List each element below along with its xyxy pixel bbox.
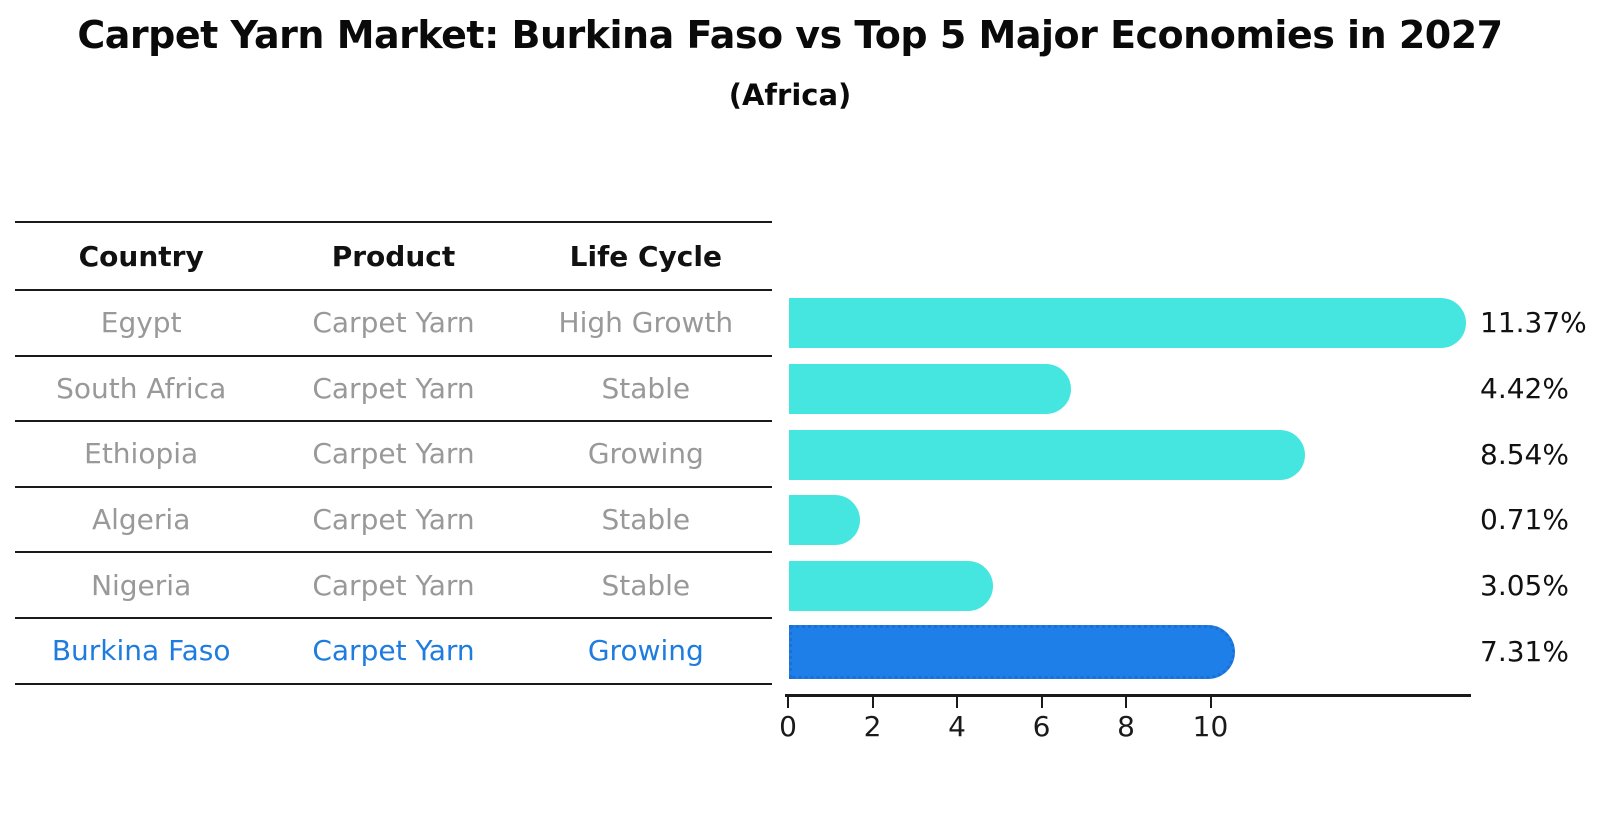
cell-product: Carpet Yarn: [312, 306, 475, 340]
chart-subtitle: (Africa): [728, 78, 852, 112]
bar-ethiopia: [789, 429, 1306, 480]
bar-egypt: [789, 297, 1467, 348]
country-table: Country Product Life Cycle Egypt Carpet Yar…: [15, 221, 772, 685]
x-tick-mark-4: [956, 696, 959, 708]
value-label-nigeria: 3.05%: [1480, 569, 1569, 603]
cell-life-cycle: Growing: [587, 437, 704, 471]
cell-country: Egypt: [100, 306, 182, 340]
column-header-country: Country: [78, 239, 204, 273]
x-tick-label-0: 0: [779, 710, 797, 743]
cell-country: Burkina Faso: [51, 634, 231, 668]
value-label-south-africa: 4.42%: [1480, 371, 1569, 405]
bar-algeria: [789, 495, 860, 546]
cell-product: Carpet Yarn: [312, 503, 475, 537]
value-label-ethiopia: 8.54%: [1480, 437, 1569, 471]
x-tick-label-6: 6: [1032, 710, 1051, 743]
x-tick-label-2: 2: [863, 710, 882, 743]
cell-life-cycle: High Growth: [558, 306, 734, 340]
bar-nigeria: [789, 561, 993, 612]
table-row-ethiopia: Ethiopia Carpet Yarn Growing: [15, 422, 772, 488]
column-header-life-cycle: Life Cycle: [569, 239, 722, 273]
cell-life-cycle: Stable: [601, 503, 691, 537]
cell-country: Ethiopia: [84, 437, 199, 471]
value-label-algeria: 0.71%: [1480, 503, 1569, 537]
table-row-egypt: Egypt Carpet Yarn High Growth: [15, 291, 772, 357]
cell-life-cycle: Stable: [601, 371, 691, 405]
cell-product: Carpet Yarn: [312, 634, 475, 668]
chart-title: Carpet Yarn Market: Burkina Faso vs Top …: [77, 13, 1503, 57]
cell-country: Nigeria: [91, 568, 192, 602]
x-tick-label-4: 4: [948, 710, 966, 743]
x-tick-mark-10: [1209, 696, 1212, 708]
x-tick-label-10: 10: [1192, 710, 1229, 743]
table-row-south-africa: South Africa Carpet Yarn Stable: [15, 357, 772, 423]
cell-product: Carpet Yarn: [312, 371, 475, 405]
cell-country: South Africa: [56, 371, 227, 405]
x-tick-mark-8: [1125, 696, 1128, 708]
x-tick-mark-6: [1040, 696, 1043, 708]
table-header-row: Country Product Life Cycle: [15, 223, 772, 291]
value-label-burkina-faso: 7.31%: [1480, 634, 1569, 668]
column-header-product: Product: [331, 239, 456, 273]
table-row-burkina-faso: Burkina Faso Carpet Yarn Growing: [15, 619, 772, 685]
table-row-algeria: Algeria Carpet Yarn Stable: [15, 488, 772, 554]
x-tick-mark-0: [787, 696, 790, 708]
table-row-nigeria: Nigeria Carpet Yarn Stable: [15, 553, 772, 619]
x-axis-line: [785, 694, 1471, 697]
bar-burkina-faso: [789, 624, 1236, 679]
value-label-egypt: 11.37%: [1480, 305, 1587, 339]
cell-product: Carpet Yarn: [312, 568, 475, 602]
cell-life-cycle: Stable: [601, 568, 691, 602]
cell-country: Algeria: [91, 503, 191, 537]
x-tick-label-8: 8: [1117, 710, 1135, 743]
table-body: Egypt Carpet Yarn High Growth South Africa C…: [15, 291, 772, 685]
x-tick-mark-2: [871, 696, 874, 708]
bar-south-africa: [789, 363, 1071, 414]
cell-life-cycle: Growing: [587, 634, 704, 668]
cell-product: Carpet Yarn: [312, 437, 475, 471]
